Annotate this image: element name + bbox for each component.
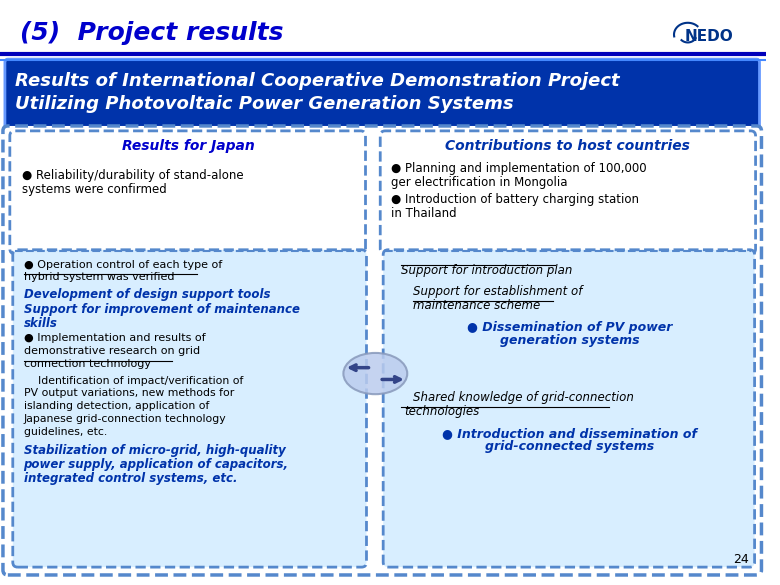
Text: Support for improvement of maintenance: Support for improvement of maintenance <box>23 303 300 316</box>
Text: Contributions to host countries: Contributions to host countries <box>445 139 690 153</box>
Text: Japanese grid-connection technology: Japanese grid-connection technology <box>23 414 226 424</box>
Ellipse shape <box>343 353 407 394</box>
FancyBboxPatch shape <box>5 59 760 129</box>
FancyBboxPatch shape <box>3 126 761 575</box>
Text: ● Implementation and results of: ● Implementation and results of <box>23 333 205 343</box>
Text: ● Introduction of battery charging station: ● Introduction of battery charging stati… <box>391 193 639 206</box>
FancyBboxPatch shape <box>383 250 754 567</box>
Text: Stabilization of micro-grid, high-quality: Stabilization of micro-grid, high-qualit… <box>23 444 285 457</box>
Text: systems were confirmed: systems were confirmed <box>22 183 166 196</box>
Text: Utilizing Photovoltaic Power Generation Systems: Utilizing Photovoltaic Power Generation … <box>15 95 513 113</box>
Text: skills: skills <box>23 316 58 329</box>
Text: ● Operation control of each type of: ● Operation control of each type of <box>23 260 222 270</box>
Text: Development of design support tools: Development of design support tools <box>23 288 270 301</box>
Text: connection technology: connection technology <box>23 359 151 369</box>
Text: maintenance scheme: maintenance scheme <box>413 299 540 312</box>
Text: integrated control systems, etc.: integrated control systems, etc. <box>23 472 237 485</box>
Text: Shared knowledge of grid-connection: Shared knowledge of grid-connection <box>413 391 633 404</box>
Text: Support for introduction plan: Support for introduction plan <box>401 263 573 277</box>
FancyBboxPatch shape <box>12 250 367 567</box>
Text: grid-connected systems: grid-connected systems <box>485 441 654 453</box>
FancyBboxPatch shape <box>380 131 756 254</box>
Text: 24: 24 <box>733 553 749 566</box>
Text: guidelines, etc.: guidelines, etc. <box>23 426 107 436</box>
Text: demonstrative research on grid: demonstrative research on grid <box>23 346 200 356</box>
FancyBboxPatch shape <box>10 131 366 254</box>
Text: Identification of impact/verification of: Identification of impact/verification of <box>23 376 243 386</box>
Text: (5)  Project results: (5) Project results <box>20 20 283 44</box>
Text: ● Dissemination of PV power: ● Dissemination of PV power <box>467 321 672 333</box>
Text: islanding detection, application of: islanding detection, application of <box>23 401 209 411</box>
Text: ger electrification in Mongolia: ger electrification in Mongolia <box>391 176 568 189</box>
Text: in Thailand: in Thailand <box>391 207 456 219</box>
Text: generation systems: generation systems <box>500 334 640 347</box>
Text: Results of International Cooperative Demonstration Project: Results of International Cooperative Dem… <box>15 72 619 90</box>
Text: Support for establishment of: Support for establishment of <box>413 285 582 298</box>
Text: ● Planning and implementation of 100,000: ● Planning and implementation of 100,000 <box>391 162 647 176</box>
Text: ● Introduction and dissemination of: ● Introduction and dissemination of <box>442 426 697 439</box>
Text: NEDO: NEDO <box>685 29 734 44</box>
Text: power supply, application of capacitors,: power supply, application of capacitors, <box>23 458 289 471</box>
Text: hybrid system was verified: hybrid system was verified <box>23 273 174 283</box>
Text: PV output variations, new methods for: PV output variations, new methods for <box>23 388 234 398</box>
Text: ● Reliability/durability of stand-alone: ● Reliability/durability of stand-alone <box>22 169 243 182</box>
Text: Results for Japan: Results for Japan <box>122 139 255 153</box>
Text: technologies: technologies <box>405 405 480 418</box>
